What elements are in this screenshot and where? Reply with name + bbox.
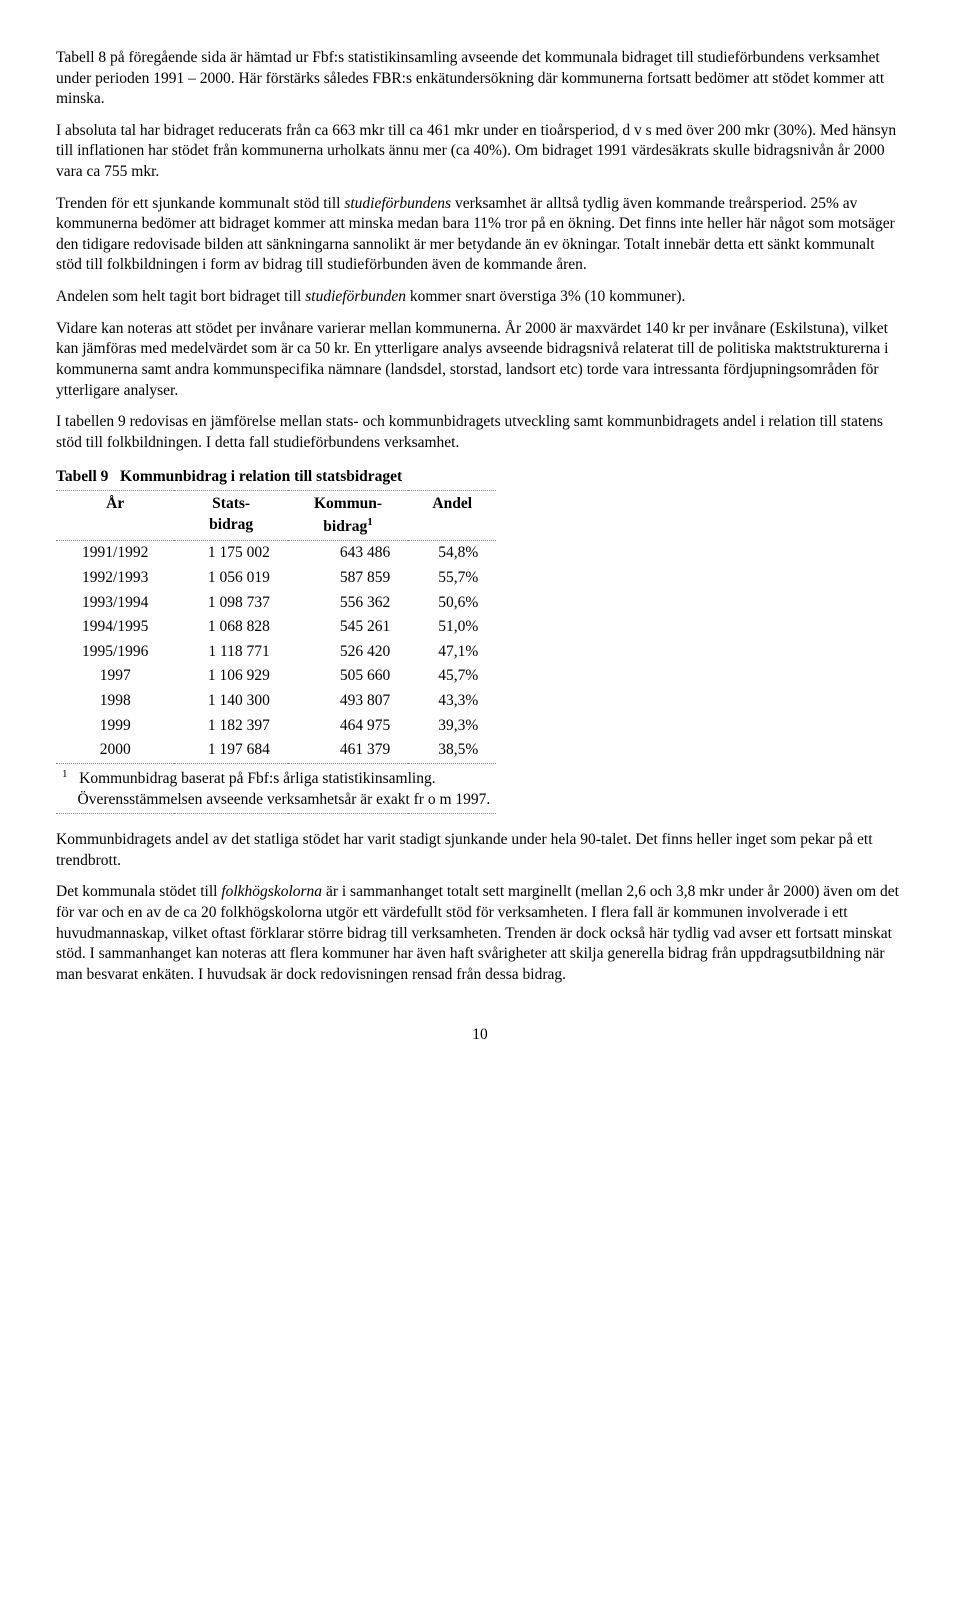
cell-kommun: 526 420	[288, 640, 408, 665]
text: Stats-	[212, 495, 250, 512]
cell-andel: 43,3%	[408, 689, 496, 714]
cell-kommun: 545 261	[288, 615, 408, 640]
paragraph: Kommunbidragets andel av det statliga st…	[56, 830, 904, 871]
table-row: 1994/19951 068 828545 26151,0%	[56, 615, 496, 640]
paragraph: Trenden för ett sjunkande kommunalt stöd…	[56, 194, 904, 276]
table-caption: Tabell 9 Kommunbidrag i relation till st…	[56, 467, 904, 488]
paragraph: I absoluta tal har bidraget reducerats f…	[56, 121, 904, 183]
cell-kommun: 556 362	[288, 591, 408, 616]
cell-stats: 1 056 019	[174, 566, 287, 591]
cell-andel: 50,6%	[408, 591, 496, 616]
table-row: 1995/19961 118 771526 42047,1%	[56, 640, 496, 665]
text: bidrag	[209, 516, 253, 533]
table-row: 1993/19941 098 737556 36250,6%	[56, 591, 496, 616]
col-stats: Stats- bidrag	[174, 490, 287, 540]
italic-term: folkhögskolorna	[221, 883, 322, 900]
cell-andel: 39,3%	[408, 714, 496, 739]
table-row: 19971 106 929505 66045,7%	[56, 664, 496, 689]
cell-year: 1993/1994	[56, 591, 174, 616]
text: Det kommunala stödet till	[56, 883, 221, 900]
italic-term: studieförbundens	[344, 195, 451, 212]
cell-year: 1998	[56, 689, 174, 714]
cell-kommun: 461 379	[288, 738, 408, 763]
table-9: Tabell 9 Kommunbidrag i relation till st…	[56, 467, 904, 814]
cell-stats: 1 197 684	[174, 738, 287, 763]
cell-andel: 45,7%	[408, 664, 496, 689]
footnote-text: Kommunbidrag baserat på Fbf:s årliga sta…	[79, 770, 435, 787]
table-caption-text: Kommunbidrag i relation till statsbidrag…	[120, 468, 402, 485]
cell-stats: 1 068 828	[174, 615, 287, 640]
cell-stats: 1 098 737	[174, 591, 287, 616]
table-header-row: År Stats- bidrag Kommun- bidrag1 Andel	[56, 490, 496, 540]
cell-year: 1994/1995	[56, 615, 174, 640]
text: Trenden för ett sjunkande kommunalt stöd…	[56, 195, 344, 212]
cell-andel: 38,5%	[408, 738, 496, 763]
cell-andel: 51,0%	[408, 615, 496, 640]
table-label: Tabell 9	[56, 468, 108, 485]
cell-year: 2000	[56, 738, 174, 763]
cell-year: 1995/1996	[56, 640, 174, 665]
cell-kommun: 587 859	[288, 566, 408, 591]
cell-year: 1991/1992	[56, 541, 174, 566]
paragraph: Andelen som helt tagit bort bidraget til…	[56, 287, 904, 308]
footnote-text: Överensstämmelsen avseende verksamhetsår…	[78, 791, 491, 808]
table-row: 19981 140 300493 80743,3%	[56, 689, 496, 714]
cell-year: 1997	[56, 664, 174, 689]
cell-stats: 1 175 002	[174, 541, 287, 566]
footnote-marker: 1	[62, 768, 68, 780]
text: kommer snart överstiga 3% (10 kommuner).	[406, 288, 685, 305]
paragraph: Tabell 8 på föregående sida är hämtad ur…	[56, 48, 904, 110]
table-footnote: 1 Kommunbidrag baserat på Fbf:s årliga s…	[56, 763, 496, 813]
cell-kommun: 493 807	[288, 689, 408, 714]
page-number: 10	[56, 1025, 904, 1046]
cell-kommun: 464 975	[288, 714, 408, 739]
table-row: 19991 182 397464 97539,3%	[56, 714, 496, 739]
cell-kommun: 505 660	[288, 664, 408, 689]
cell-stats: 1 182 397	[174, 714, 287, 739]
cell-stats: 1 106 929	[174, 664, 287, 689]
paragraph: Vidare kan noteras att stödet per invåna…	[56, 319, 904, 401]
col-kommun: Kommun- bidrag1	[288, 490, 408, 540]
table-row: 20001 197 684461 37938,5%	[56, 738, 496, 763]
cell-kommun: 643 486	[288, 541, 408, 566]
cell-andel: 54,8%	[408, 541, 496, 566]
col-andel: Andel	[408, 490, 496, 540]
footnote-ref: 1	[367, 516, 373, 528]
text: Kommun-	[314, 495, 382, 512]
table-row: 1991/19921 175 002643 48654,8%	[56, 541, 496, 566]
cell-stats: 1 140 300	[174, 689, 287, 714]
cell-year: 1992/1993	[56, 566, 174, 591]
cell-andel: 55,7%	[408, 566, 496, 591]
italic-term: studieförbunden	[305, 288, 406, 305]
text: Andelen som helt tagit bort bidraget til…	[56, 288, 305, 305]
cell-stats: 1 118 771	[174, 640, 287, 665]
paragraph: Det kommunala stödet till folkhögskolorn…	[56, 882, 904, 985]
cell-andel: 47,1%	[408, 640, 496, 665]
table-row: 1992/19931 056 019587 85955,7%	[56, 566, 496, 591]
table: År Stats- bidrag Kommun- bidrag1 Andel 1…	[56, 490, 496, 814]
paragraph: I tabellen 9 redovisas en jämförelse mel…	[56, 412, 904, 453]
text: bidrag	[323, 518, 367, 535]
col-year: År	[56, 490, 174, 540]
cell-year: 1999	[56, 714, 174, 739]
